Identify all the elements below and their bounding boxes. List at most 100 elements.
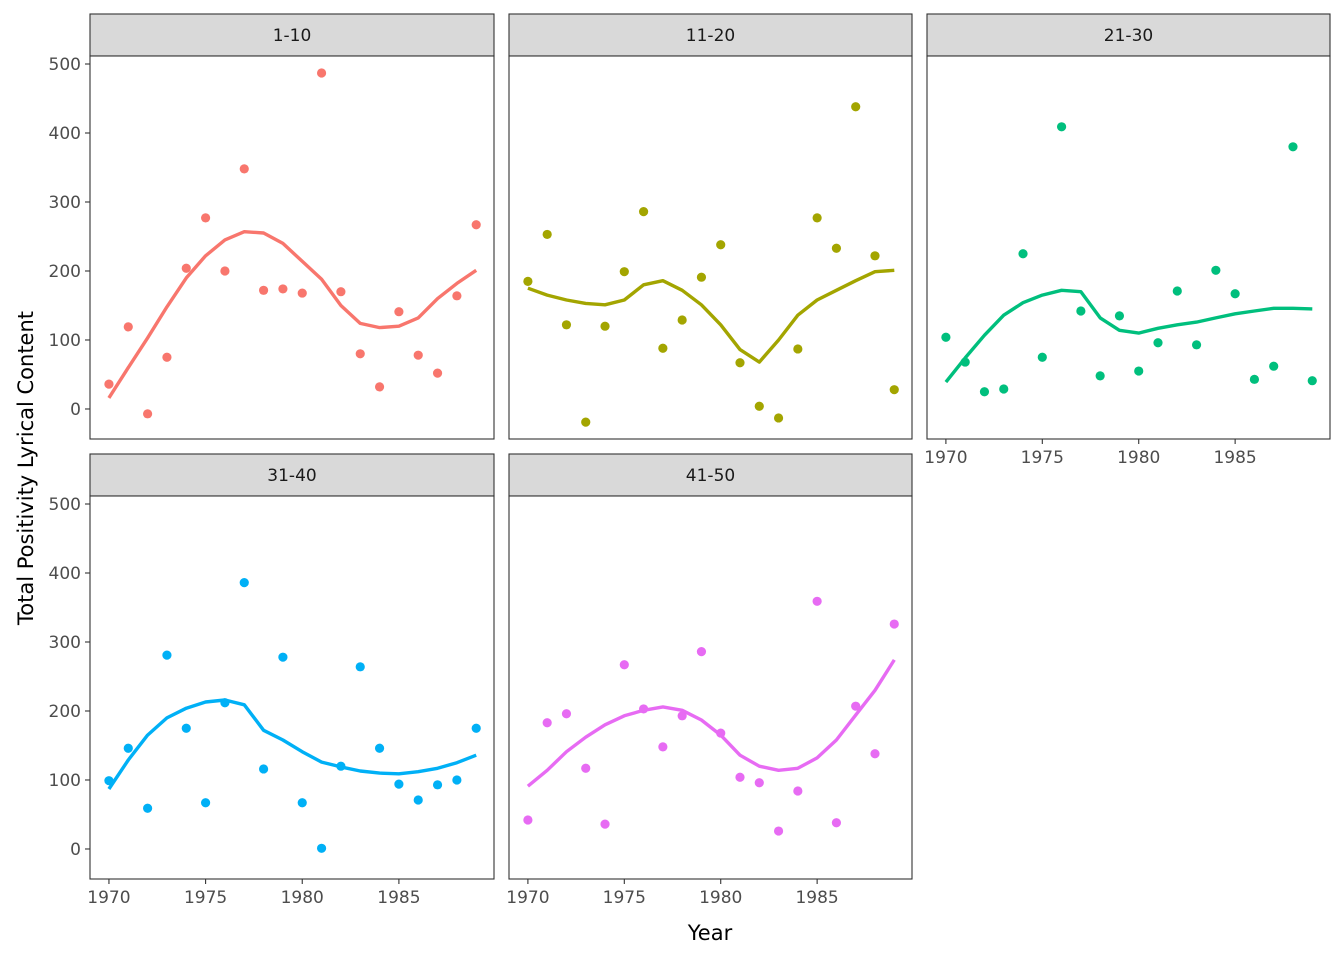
data-point <box>619 660 629 670</box>
data-point <box>831 818 842 828</box>
x-tick-label: 1970 <box>87 888 130 908</box>
data-point <box>413 795 423 805</box>
data-point <box>1153 338 1163 348</box>
y-tick-label: 500 <box>49 55 81 75</box>
data-point <box>812 213 822 223</box>
data-point <box>1095 371 1105 381</box>
y-axis-title: Total Positivity Lyrical Content <box>14 311 38 626</box>
facet-strip-label: 41-50 <box>686 466 735 486</box>
y-tick-label: 200 <box>49 702 81 722</box>
data-point <box>181 723 191 733</box>
data-point <box>413 350 423 360</box>
facet-panel-41-50: 41-50 1970 1975 1980 1985 <box>506 453 913 908</box>
facet-strip <box>926 13 1331 57</box>
data-point <box>1076 306 1086 316</box>
data-point <box>297 288 307 298</box>
data-point <box>452 291 462 301</box>
facet-panel-21-30: 21-30 1970 1975 1980 1985 <box>924 13 1331 468</box>
data-point <box>239 578 249 588</box>
x-tick-label: 1985 <box>795 888 838 908</box>
data-point <box>374 743 385 753</box>
smooth-line <box>527 268 895 364</box>
data-point <box>523 276 533 286</box>
data-point <box>523 815 533 825</box>
data-point <box>162 352 172 362</box>
data-point <box>123 322 133 332</box>
data-point <box>394 307 404 317</box>
data-point <box>143 803 153 813</box>
data-point <box>394 779 404 789</box>
panel-border <box>89 495 495 880</box>
data-point <box>542 718 552 728</box>
y-tick-label: 100 <box>49 331 81 351</box>
data-point <box>104 379 114 389</box>
data-point <box>754 778 764 788</box>
data-point <box>1211 265 1221 275</box>
data-point <box>870 251 880 261</box>
data-point <box>1037 352 1047 362</box>
data-point <box>812 596 822 606</box>
data-point <box>181 263 191 273</box>
data-point <box>1172 286 1182 296</box>
data-point <box>561 320 572 330</box>
x-axis-title: Year <box>687 921 733 945</box>
data-point <box>220 266 230 276</box>
data-point <box>735 358 745 368</box>
panel-background <box>927 56 1330 439</box>
data-point <box>200 213 211 223</box>
data-point <box>162 650 172 660</box>
data-point <box>316 843 327 853</box>
data-point <box>581 417 591 427</box>
y-tick-label: 400 <box>49 564 81 584</box>
data-point <box>793 344 803 354</box>
data-point <box>716 240 726 250</box>
x-tick-label: 1975 <box>184 888 227 908</box>
data-point <box>336 287 346 297</box>
data-point <box>561 709 572 719</box>
data-point <box>278 284 288 294</box>
data-point <box>658 343 668 353</box>
data-point <box>143 409 153 419</box>
smooth-line <box>526 658 896 788</box>
data-point <box>1134 366 1144 376</box>
data-point <box>1249 374 1260 384</box>
y-tick-label: 300 <box>49 633 81 653</box>
facet-strip-label: 21-30 <box>1104 26 1153 46</box>
data-point <box>355 662 365 672</box>
data-point <box>638 207 649 217</box>
facet-strip <box>89 13 495 57</box>
data-point <box>1056 122 1067 132</box>
data-point <box>1191 340 1202 350</box>
x-tick-label: 1970 <box>506 888 549 908</box>
data-point <box>696 272 707 282</box>
smooth-line <box>107 230 478 399</box>
data-point <box>941 332 951 342</box>
data-point <box>619 267 629 277</box>
data-point <box>677 711 687 721</box>
panel-background <box>90 56 494 439</box>
facet-panel-11-20: 11-20 <box>508 13 913 440</box>
data-point <box>258 285 269 295</box>
data-point <box>471 723 481 733</box>
facet-strip <box>508 13 913 57</box>
data-point <box>200 798 211 808</box>
panel-border <box>89 55 495 440</box>
y-tick-label: 100 <box>49 771 81 791</box>
y-tick-label: 0 <box>70 840 81 860</box>
data-point <box>1269 361 1279 371</box>
data-point <box>471 220 481 230</box>
x-tick-label: 1980 <box>281 888 324 908</box>
data-point <box>258 764 269 774</box>
data-point <box>239 164 249 174</box>
data-point <box>374 382 385 392</box>
data-point <box>999 384 1009 394</box>
y-tick-label: 400 <box>49 124 81 144</box>
data-point <box>1230 289 1240 299</box>
y-tick-label: 500 <box>49 495 81 515</box>
facet-panel-1-10: 1-10 0 100 200 300 400 500 <box>49 13 495 440</box>
x-tick-label: 1975 <box>1021 448 1064 468</box>
data-point <box>773 413 784 423</box>
data-point <box>889 619 899 629</box>
data-point <box>735 772 745 782</box>
